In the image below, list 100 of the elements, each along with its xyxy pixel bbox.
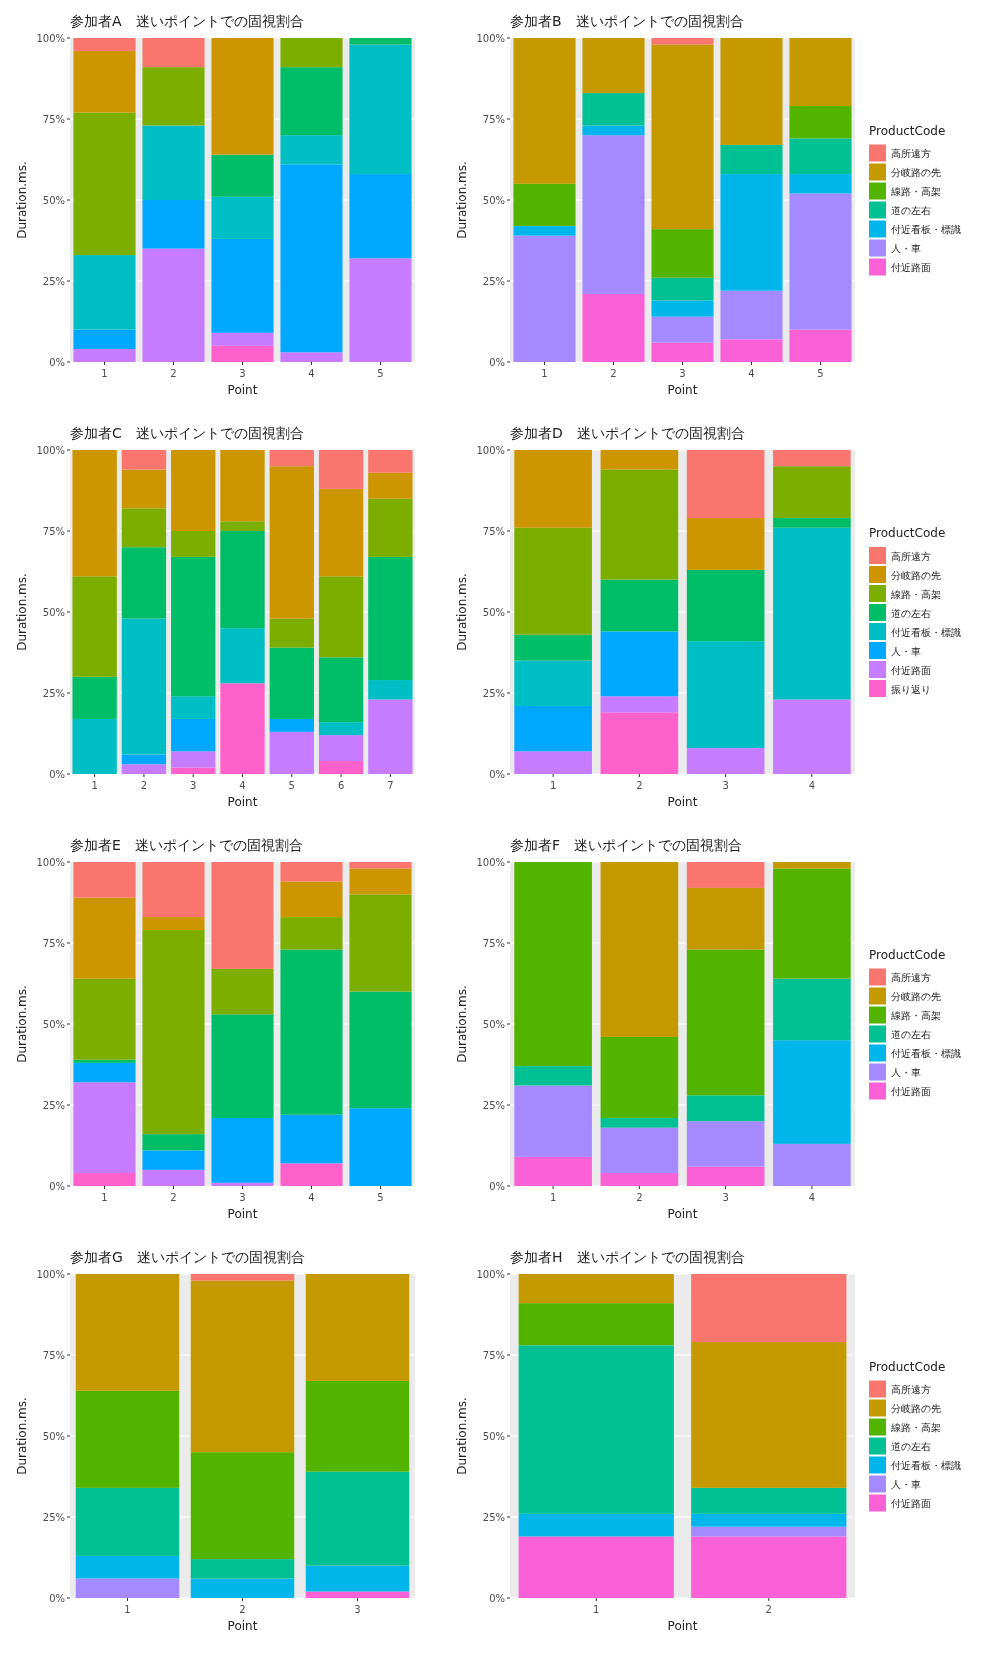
bar	[686, 887, 765, 950]
bar	[305, 1591, 410, 1598]
x-tick-label: 5	[377, 1192, 384, 1203]
bar	[513, 235, 576, 362]
bar	[75, 1578, 180, 1598]
y-tick-label: 50%	[482, 1018, 505, 1030]
bar	[518, 1274, 674, 1304]
bar	[600, 1127, 679, 1174]
bar	[171, 556, 216, 697]
legend-label: 付近看板・標識	[891, 1460, 961, 1471]
y-tick-label: 100%	[476, 32, 505, 44]
y-axis-title: Duration.ms.	[455, 1397, 469, 1475]
y-tick-label: 25%	[482, 687, 505, 699]
bar	[686, 862, 765, 888]
bar	[789, 174, 852, 194]
x-tick-label: 3	[722, 1192, 729, 1203]
bar	[211, 1014, 274, 1118]
bar	[686, 569, 765, 642]
bar	[514, 527, 592, 635]
x-tick-label: 6	[337, 780, 345, 791]
bar	[280, 38, 343, 68]
bar	[220, 683, 265, 774]
bar	[220, 521, 265, 531]
x-axis-title: Point	[227, 1619, 258, 1633]
bar	[211, 196, 274, 239]
legend-label: 付近路面	[891, 1086, 931, 1097]
bar	[211, 1117, 274, 1183]
bar	[73, 978, 136, 1060]
bar	[211, 862, 274, 969]
x-tick-label: 1	[541, 368, 548, 379]
bar	[72, 450, 117, 577]
bar	[600, 1117, 679, 1128]
bar	[142, 1169, 205, 1186]
bar	[280, 862, 343, 882]
legend-label: 人・車	[891, 1067, 921, 1078]
bar	[121, 618, 167, 755]
x-tick-label: 3	[679, 368, 686, 379]
x-tick-label: 1	[549, 780, 557, 791]
y-tick-label: 0%	[49, 768, 65, 780]
legend-label: 付近路面	[891, 1498, 931, 1509]
x-tick-label: 3	[722, 780, 729, 791]
y-axis-title: Duration.ms.	[455, 573, 469, 651]
bar	[75, 1487, 180, 1556]
bar	[600, 1173, 679, 1186]
bar	[368, 680, 413, 700]
x-tick-label: 1	[91, 780, 98, 791]
y-axis-title: Duration.ms.	[15, 1397, 29, 1475]
x-tick-label: 2	[610, 368, 617, 379]
bar	[318, 657, 364, 723]
legend-label: 高所遠方	[891, 148, 931, 159]
bar	[720, 339, 783, 362]
bar	[600, 450, 679, 470]
bar	[142, 1134, 205, 1151]
bar	[171, 718, 216, 752]
bar	[211, 154, 274, 197]
y-tick-label: 100%	[476, 856, 505, 868]
bar	[691, 1513, 847, 1527]
bar	[142, 200, 205, 249]
bar	[280, 917, 343, 950]
y-tick-label: 25%	[482, 1511, 505, 1523]
bar	[582, 93, 645, 126]
bar	[305, 1471, 410, 1566]
legend-label: 付近看板・標識	[891, 224, 961, 235]
x-tick-label: 3	[190, 780, 197, 791]
y-tick-label: 75%	[482, 525, 505, 537]
chart-title: 参加者E 迷いポイントでの固視割合	[70, 837, 303, 853]
legend-label: 道の左右	[891, 1441, 931, 1452]
x-tick-label: 2	[170, 1192, 177, 1203]
bar	[600, 696, 679, 713]
bar	[73, 897, 136, 979]
bar	[171, 696, 216, 719]
bar	[518, 1303, 674, 1346]
bar	[211, 345, 274, 362]
y-axis-title: Duration.ms.	[15, 161, 29, 239]
bar	[220, 531, 265, 629]
bar	[121, 547, 167, 619]
legend-label: 線路・高架	[890, 1422, 941, 1433]
bar	[269, 647, 314, 719]
legend-label: 分岐路の先	[891, 167, 941, 178]
legend-label: 付近看板・標識	[891, 626, 961, 638]
bar	[651, 316, 714, 343]
bar	[368, 450, 413, 473]
bar	[73, 112, 136, 256]
bar	[518, 1345, 674, 1514]
bar	[280, 949, 343, 1115]
bar	[773, 868, 851, 979]
y-tick-label: 75%	[42, 1349, 65, 1361]
bar	[73, 255, 136, 330]
legend-label: 高所遠方	[891, 972, 931, 983]
legend-label: 分岐路の先	[891, 1403, 941, 1414]
bar	[513, 38, 576, 184]
bar	[600, 712, 679, 774]
bar	[349, 44, 412, 175]
legend-label: 人・車	[891, 243, 921, 254]
y-tick-label: 0%	[489, 356, 505, 368]
bar	[73, 1059, 136, 1063]
bar	[686, 949, 765, 1096]
bar	[514, 1066, 592, 1086]
y-tick-label: 50%	[482, 1430, 505, 1442]
x-axis-title: Point	[227, 1207, 258, 1221]
